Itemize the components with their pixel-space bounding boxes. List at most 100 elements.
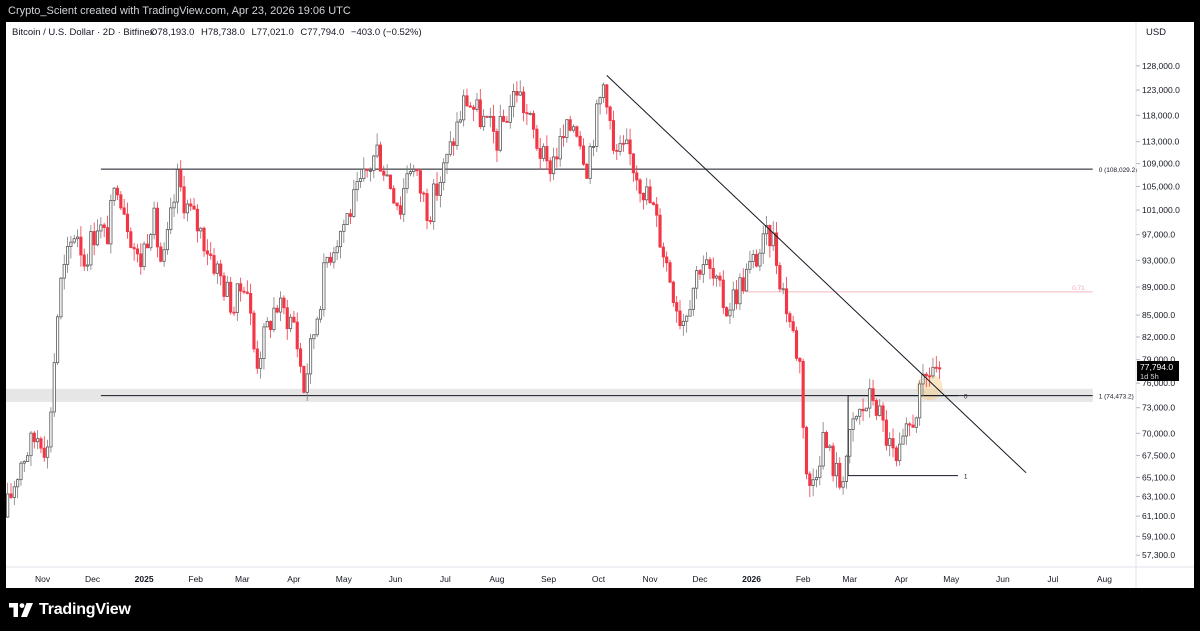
y-tick-label: 73,000.0 <box>1142 403 1175 413</box>
candle-body <box>934 366 938 369</box>
candle-body <box>691 287 695 310</box>
x-tick-label: Feb <box>188 574 203 584</box>
footer-bar: TradingView <box>0 588 1200 631</box>
candle-body <box>638 179 642 194</box>
candle-body <box>728 309 732 317</box>
candle-body <box>59 277 63 318</box>
candle-body <box>9 493 13 498</box>
candle-body <box>292 316 296 323</box>
candle-body <box>914 417 918 428</box>
candle-body <box>355 181 359 191</box>
candle-body <box>62 263 66 279</box>
candle-body <box>675 302 679 312</box>
y-tick-label: 63,100.0 <box>1142 491 1175 501</box>
candle-body <box>415 168 419 172</box>
candle-body <box>85 264 90 267</box>
chart-panel[interactable]: 0 (108,029.2) 1 (74,473.2) 0.71 0 1 128,000.… <box>6 22 1194 588</box>
candle-body <box>695 270 699 289</box>
x-tick-label: Jun <box>389 574 403 584</box>
candle-body <box>338 230 343 248</box>
candle-body <box>179 169 183 188</box>
candle-body <box>508 105 512 123</box>
candle-body <box>854 415 858 420</box>
candle-body <box>631 153 635 174</box>
candle-body <box>89 231 93 266</box>
candle-body <box>66 246 70 265</box>
candle-body <box>39 438 43 449</box>
candle-body <box>754 253 759 267</box>
x-tick-label: Mar <box>235 574 250 584</box>
candle-body <box>448 141 452 155</box>
candle-body <box>82 254 86 267</box>
candle-body <box>318 309 323 320</box>
candle-body <box>129 231 133 248</box>
candle-body <box>322 262 326 311</box>
candle-body <box>312 334 316 340</box>
candle-body <box>239 283 243 292</box>
candle-body <box>518 91 522 96</box>
candle-body <box>618 142 622 152</box>
candle-body <box>295 321 299 350</box>
candle-body <box>791 321 795 332</box>
candle-body <box>155 207 160 248</box>
price-chart[interactable]: 0 (108,029.2) 1 (74,473.2) 0.71 0 1 128,000.… <box>6 22 1194 588</box>
candle-body <box>731 289 735 311</box>
y-tick-label: 101,000.0 <box>1142 205 1180 215</box>
y-tick-label: 65,100.0 <box>1142 472 1175 482</box>
candle-body <box>512 91 516 107</box>
candle-body <box>898 443 902 462</box>
candle-body <box>202 227 206 252</box>
candle-body <box>462 95 466 121</box>
candle-body <box>858 408 862 417</box>
candle-body <box>768 225 772 247</box>
candle-body <box>871 388 875 401</box>
x-tick-label: Aug <box>489 574 504 584</box>
candle-body <box>645 186 649 201</box>
candle-body <box>798 357 802 362</box>
x-tick-label: Apr <box>287 574 300 584</box>
y-tick-label: 85,000.0 <box>1142 310 1175 320</box>
candle-body <box>628 139 632 155</box>
candle-body <box>488 115 492 118</box>
tradingview-logo[interactable]: TradingView <box>9 601 131 619</box>
candle-body <box>901 435 905 445</box>
symbol-legend[interactable]: Bitcoin / U.S. Dollar · 2D · Bitfinex <box>12 27 155 38</box>
candle-body <box>538 148 542 159</box>
candle-body <box>345 213 349 225</box>
candle-body <box>36 438 40 443</box>
last-price-tag <box>1137 361 1179 382</box>
x-tick-label: Nov <box>642 574 658 584</box>
candle-body <box>615 149 619 152</box>
candle-body <box>455 121 459 146</box>
candle-body <box>545 146 549 162</box>
candle-body <box>259 358 263 369</box>
candle-body <box>368 170 373 172</box>
y-tick-label: 113,000.0 <box>1142 137 1179 147</box>
candles-layer <box>6 75 1027 518</box>
candle-body <box>688 309 692 317</box>
candle-body <box>332 252 336 263</box>
candle-body <box>302 365 306 393</box>
candle-body <box>335 246 339 254</box>
candle-body <box>601 84 606 99</box>
candle-body <box>49 411 53 448</box>
small-fib-label: 1 <box>964 474 968 481</box>
y-tick-label: 93,000.0 <box>1142 255 1175 265</box>
candle-body <box>299 348 303 367</box>
x-tick-label: Sep <box>541 574 556 584</box>
candle-body <box>472 106 476 110</box>
currency-label[interactable]: USD <box>1146 27 1166 38</box>
candle-body <box>452 141 456 146</box>
small-fib-label: 0 <box>964 394 968 401</box>
candle-body <box>222 275 226 297</box>
candle-body <box>285 307 289 330</box>
candle-body <box>868 388 872 409</box>
candle-body <box>102 224 106 228</box>
candle-body <box>139 253 143 268</box>
candle-body <box>445 153 449 164</box>
candle-body <box>515 91 519 96</box>
candle-body <box>308 338 313 375</box>
tradingview-logo-icon <box>9 603 33 617</box>
candle-body <box>402 188 406 215</box>
candle-body <box>541 146 546 159</box>
